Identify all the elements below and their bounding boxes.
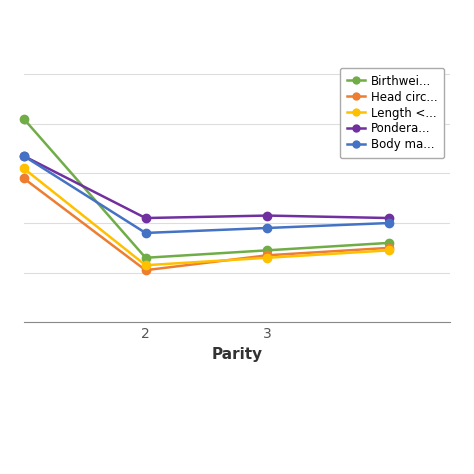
X-axis label: Parity: Parity	[211, 347, 263, 362]
Legend: Birthwei..., Head circ..., Length <..., Pondera..., Body ma...: Birthwei..., Head circ..., Length <..., …	[340, 67, 445, 158]
